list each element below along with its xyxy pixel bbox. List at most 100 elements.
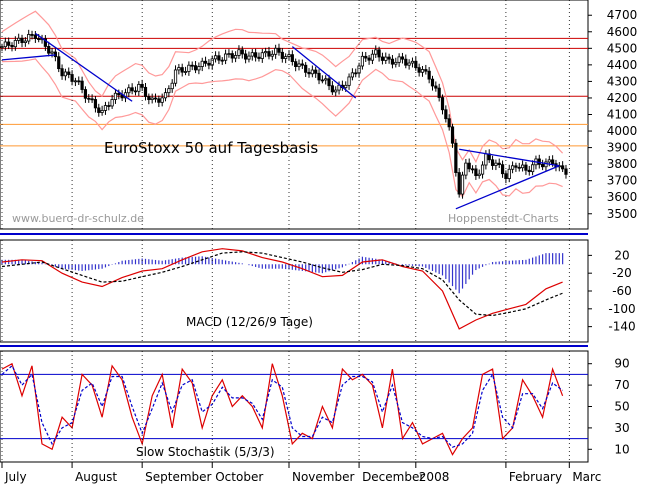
candle-body bbox=[524, 164, 528, 171]
candle-body bbox=[107, 105, 111, 107]
candle-body bbox=[173, 69, 178, 84]
price-tick-label: 3900 bbox=[607, 141, 638, 155]
month-label: October bbox=[215, 470, 263, 484]
candle-body bbox=[427, 70, 431, 80]
stoch-tick-label: 90 bbox=[614, 357, 629, 371]
candle-body bbox=[494, 162, 498, 166]
candle-body bbox=[310, 69, 314, 75]
candle-body bbox=[213, 55, 218, 60]
trend-line-1 bbox=[34, 32, 133, 102]
candle-body bbox=[561, 165, 565, 170]
month-label: December bbox=[362, 470, 424, 484]
price-tick-label: 4500 bbox=[607, 41, 638, 55]
candle-body bbox=[394, 61, 398, 65]
candle-body bbox=[10, 44, 14, 48]
macd-tick-label: 20 bbox=[614, 248, 629, 262]
candle-body bbox=[420, 69, 425, 73]
candle-body bbox=[297, 63, 301, 68]
candle-body bbox=[227, 53, 231, 55]
candle-body bbox=[430, 78, 435, 87]
month-label: August bbox=[75, 470, 117, 484]
candle-body bbox=[484, 153, 488, 166]
candle-body bbox=[364, 55, 368, 59]
candle-body bbox=[374, 49, 378, 55]
candle-body bbox=[404, 58, 408, 66]
candle-body bbox=[270, 53, 274, 57]
candle-body bbox=[500, 164, 505, 175]
candle-body bbox=[387, 56, 391, 60]
candle-body bbox=[90, 98, 94, 101]
candle-body bbox=[474, 168, 478, 177]
candle-body bbox=[137, 83, 141, 92]
candle-body bbox=[357, 65, 361, 74]
candle-body bbox=[460, 174, 465, 195]
candle-body bbox=[400, 56, 405, 60]
candle-body bbox=[77, 80, 81, 83]
stoch-panel-frame bbox=[0, 350, 589, 463]
macd-tick-label: -140 bbox=[608, 320, 635, 334]
candle-body bbox=[153, 97, 158, 100]
candle-body bbox=[417, 67, 421, 73]
candle-body bbox=[541, 163, 545, 168]
candle-body bbox=[147, 96, 151, 100]
price-tick-label: 3600 bbox=[607, 190, 638, 204]
price-tick-label: 4700 bbox=[607, 8, 638, 22]
candle-body bbox=[280, 51, 284, 59]
stoch-d-line bbox=[1, 364, 563, 448]
candle-body bbox=[217, 55, 221, 61]
candle-body bbox=[520, 164, 525, 169]
candle-body bbox=[537, 158, 541, 165]
candle-body bbox=[200, 60, 204, 67]
candle-body bbox=[70, 74, 74, 82]
candle-body bbox=[260, 52, 264, 59]
chart-title: EuroStoxx 50 auf Tagesbasis bbox=[104, 139, 318, 157]
candle-body bbox=[480, 164, 485, 175]
month-label: Marc bbox=[572, 470, 601, 484]
candle-body bbox=[300, 63, 304, 66]
candle-body bbox=[177, 67, 181, 71]
candle-body bbox=[467, 162, 471, 170]
candle-body bbox=[80, 80, 84, 90]
candle-body bbox=[233, 55, 238, 59]
candle-body bbox=[390, 58, 395, 65]
candle-body bbox=[183, 71, 188, 73]
candle-body bbox=[354, 72, 358, 75]
candle-body bbox=[100, 110, 104, 113]
candle-body bbox=[157, 98, 161, 103]
candle-body bbox=[3, 41, 7, 48]
candle-body bbox=[244, 53, 248, 60]
candle-body bbox=[274, 47, 278, 55]
candle-body bbox=[160, 97, 164, 103]
candle-body bbox=[264, 51, 268, 54]
candle-body bbox=[327, 78, 331, 87]
candle-body bbox=[180, 67, 184, 73]
candle-body bbox=[490, 159, 495, 166]
candle-body bbox=[117, 92, 121, 96]
stoch-tick-label: 50 bbox=[614, 400, 629, 414]
candle-body bbox=[360, 55, 365, 67]
candle-body bbox=[73, 80, 78, 83]
candle-body bbox=[294, 61, 298, 68]
candle-body bbox=[437, 87, 441, 98]
candle-body bbox=[334, 89, 338, 93]
price-tick-label: 4400 bbox=[607, 58, 638, 72]
trend-line-4 bbox=[459, 148, 560, 167]
candle-body bbox=[377, 49, 381, 58]
candle-body bbox=[150, 97, 154, 100]
month-label: September bbox=[145, 470, 211, 484]
candle-body bbox=[237, 49, 241, 56]
candle-body bbox=[163, 92, 168, 99]
candle-body bbox=[320, 79, 324, 82]
candle-body bbox=[63, 71, 68, 77]
candle-body bbox=[407, 62, 411, 66]
candle-body bbox=[447, 118, 451, 128]
candle-body bbox=[247, 55, 251, 60]
candle-body bbox=[67, 71, 71, 75]
candle-body bbox=[143, 86, 148, 97]
candle-body bbox=[230, 53, 234, 59]
candle-body bbox=[113, 92, 118, 100]
upper-band bbox=[1, 10, 564, 164]
candle-body bbox=[527, 169, 531, 173]
candle-body bbox=[290, 54, 294, 63]
